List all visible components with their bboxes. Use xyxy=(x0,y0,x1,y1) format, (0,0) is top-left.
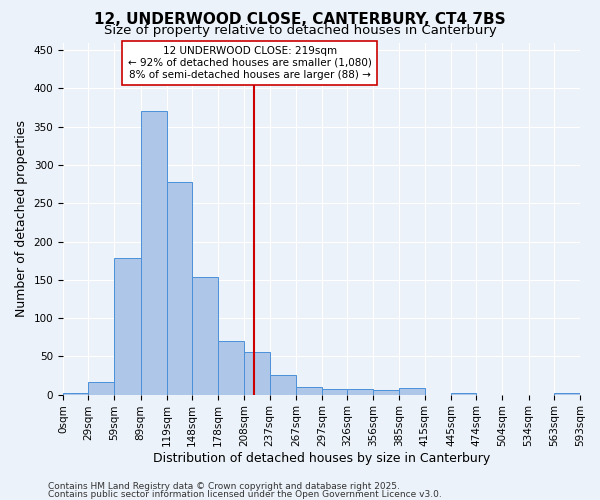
Text: Contains public sector information licensed under the Open Government Licence v3: Contains public sector information licen… xyxy=(48,490,442,499)
Bar xyxy=(218,341,244,394)
X-axis label: Distribution of detached houses by size in Canterbury: Distribution of detached houses by size … xyxy=(153,452,490,465)
Bar xyxy=(347,389,373,394)
Bar xyxy=(140,112,167,395)
Bar xyxy=(373,390,398,394)
Text: 12 UNDERWOOD CLOSE: 219sqm
← 92% of detached houses are smaller (1,080)
8% of se: 12 UNDERWOOD CLOSE: 219sqm ← 92% of deta… xyxy=(128,46,371,80)
Bar xyxy=(115,258,140,394)
Y-axis label: Number of detached properties: Number of detached properties xyxy=(15,120,28,317)
Bar xyxy=(322,389,347,394)
Bar xyxy=(398,388,425,394)
Bar xyxy=(554,393,580,394)
Bar xyxy=(167,182,192,394)
Text: Size of property relative to detached houses in Canterbury: Size of property relative to detached ho… xyxy=(104,24,496,37)
Text: 12, UNDERWOOD CLOSE, CANTERBURY, CT4 7BS: 12, UNDERWOOD CLOSE, CANTERBURY, CT4 7BS xyxy=(94,12,506,28)
Bar xyxy=(192,278,218,394)
Bar xyxy=(88,382,115,394)
Bar xyxy=(296,387,322,394)
Text: Contains HM Land Registry data © Crown copyright and database right 2025.: Contains HM Land Registry data © Crown c… xyxy=(48,482,400,491)
Bar xyxy=(451,393,476,394)
Bar xyxy=(244,352,269,395)
Bar xyxy=(269,376,296,394)
Bar xyxy=(63,393,88,394)
